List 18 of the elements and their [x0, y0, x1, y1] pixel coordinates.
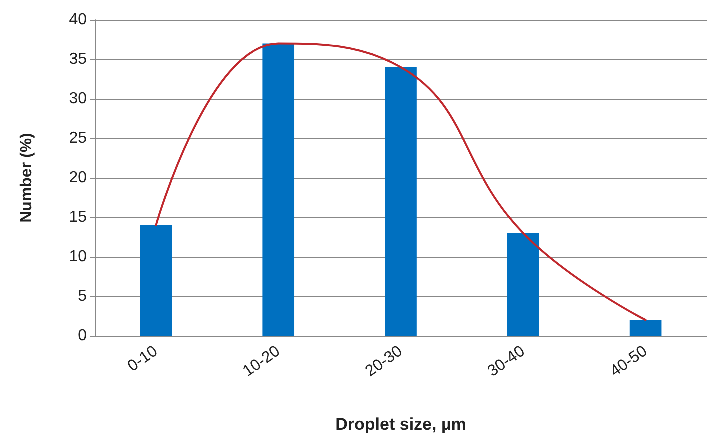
- y-tick-label: 40: [69, 12, 88, 28]
- bar: [507, 233, 540, 336]
- y-tick-label: 35: [69, 51, 88, 68]
- y-tick-label: 0: [78, 328, 88, 344]
- bar: [385, 67, 417, 336]
- bar: [140, 225, 172, 336]
- y-axis-title: Number (%): [18, 133, 36, 223]
- y-tick-label: 5: [78, 288, 88, 305]
- x-tick-label: 0-10: [125, 342, 162, 376]
- y-tick-label: 20: [69, 170, 88, 186]
- y-tick-label: 30: [69, 90, 88, 108]
- y-tick-label: 10: [69, 248, 88, 266]
- y-tick-label: 15: [69, 209, 88, 226]
- line-series: [155, 42, 647, 322]
- x-axis-title: Droplet size, µm: [336, 415, 466, 434]
- bar: [262, 44, 295, 336]
- bar: [630, 320, 662, 336]
- y-tick-label: 25: [69, 130, 88, 147]
